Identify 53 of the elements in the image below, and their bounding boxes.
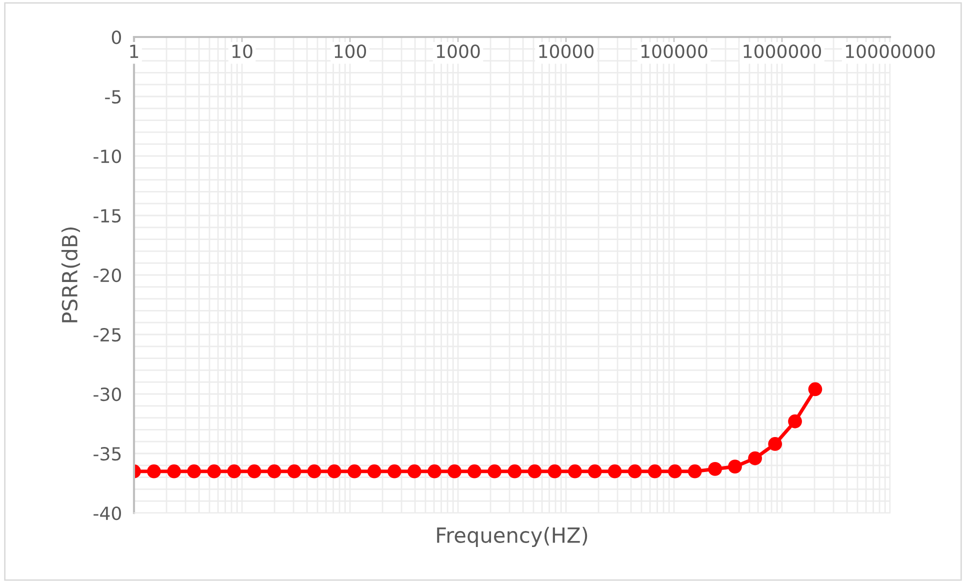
x-tick-label: 10000000 xyxy=(846,44,935,58)
x-tick-label: 100000 xyxy=(642,44,708,58)
point xyxy=(388,464,402,478)
x-tick-label: 1000 xyxy=(437,44,480,58)
point xyxy=(668,464,682,478)
point xyxy=(488,464,502,478)
point xyxy=(468,464,482,478)
point xyxy=(728,460,742,474)
y-tick-label: -15 xyxy=(94,209,121,223)
y-tick-label: -5 xyxy=(105,90,121,104)
point xyxy=(588,464,602,478)
point xyxy=(367,464,382,478)
x-tick-label: 100 xyxy=(334,44,366,58)
x-tick-label: 10000 xyxy=(539,44,594,58)
x-tick-label: 1000000 xyxy=(744,44,822,58)
point xyxy=(407,464,422,478)
x-tick-label: 1 xyxy=(130,44,138,58)
x-axis-title: Frequency(HZ) xyxy=(437,526,588,548)
point xyxy=(348,464,362,478)
point xyxy=(267,464,282,478)
point xyxy=(448,464,462,478)
point xyxy=(187,464,202,478)
point xyxy=(227,464,242,478)
point xyxy=(608,464,622,478)
y-tick-label: -30 xyxy=(94,387,121,402)
point xyxy=(147,464,161,478)
y-tick-label: -40 xyxy=(94,506,121,520)
point xyxy=(167,464,182,478)
point xyxy=(508,464,522,478)
x-tick-label: 10 xyxy=(232,44,252,58)
point xyxy=(307,464,322,478)
point xyxy=(548,464,562,478)
point xyxy=(788,414,802,428)
point xyxy=(207,464,222,478)
point xyxy=(688,464,702,478)
y-tick-label: 0 xyxy=(112,30,121,44)
point xyxy=(428,464,442,478)
point xyxy=(808,382,822,396)
y-tick-label: -25 xyxy=(94,328,121,342)
point xyxy=(568,464,582,478)
y-tick-label: -20 xyxy=(94,268,121,282)
point xyxy=(648,464,662,478)
point xyxy=(327,464,342,478)
y-axis-title: PSRR(dB) xyxy=(61,228,80,322)
y-tick-label: -10 xyxy=(94,149,121,164)
point xyxy=(768,437,782,451)
point xyxy=(708,462,722,476)
point xyxy=(247,464,262,478)
point xyxy=(748,451,762,466)
point xyxy=(628,464,642,478)
y-tick-label: -35 xyxy=(94,446,121,461)
point xyxy=(287,464,302,478)
point xyxy=(528,464,542,478)
